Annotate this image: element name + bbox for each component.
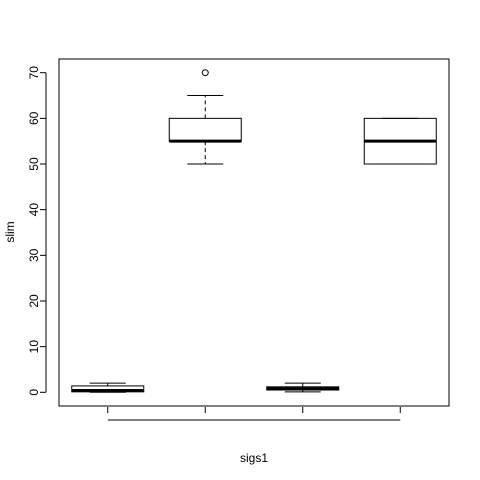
boxes-group	[71, 69, 437, 393]
x-axis	[107, 407, 401, 421]
y-tick-label: 30	[27, 248, 41, 262]
x-axis-label: sigs1	[240, 451, 268, 465]
y-axis-label: slim	[3, 221, 17, 242]
box-4	[363, 117, 437, 165]
y-tick-label: 70	[27, 66, 41, 80]
outlier-point	[201, 69, 209, 77]
box-1	[71, 382, 145, 393]
y-tick-label: 20	[27, 294, 41, 308]
plot-area-frame	[58, 58, 450, 407]
box-2	[168, 69, 242, 165]
y-tick-label: 0	[27, 389, 41, 396]
box-3	[266, 382, 340, 393]
y-tick-label: 40	[27, 203, 41, 217]
y-tick-label: 60	[27, 111, 41, 125]
y-axis: 0 10 20 30 40 50 60 70	[27, 66, 47, 396]
iqr-box	[168, 117, 242, 142]
y-tick-label: 10	[27, 340, 41, 354]
y-tick-label: 50	[27, 157, 41, 171]
